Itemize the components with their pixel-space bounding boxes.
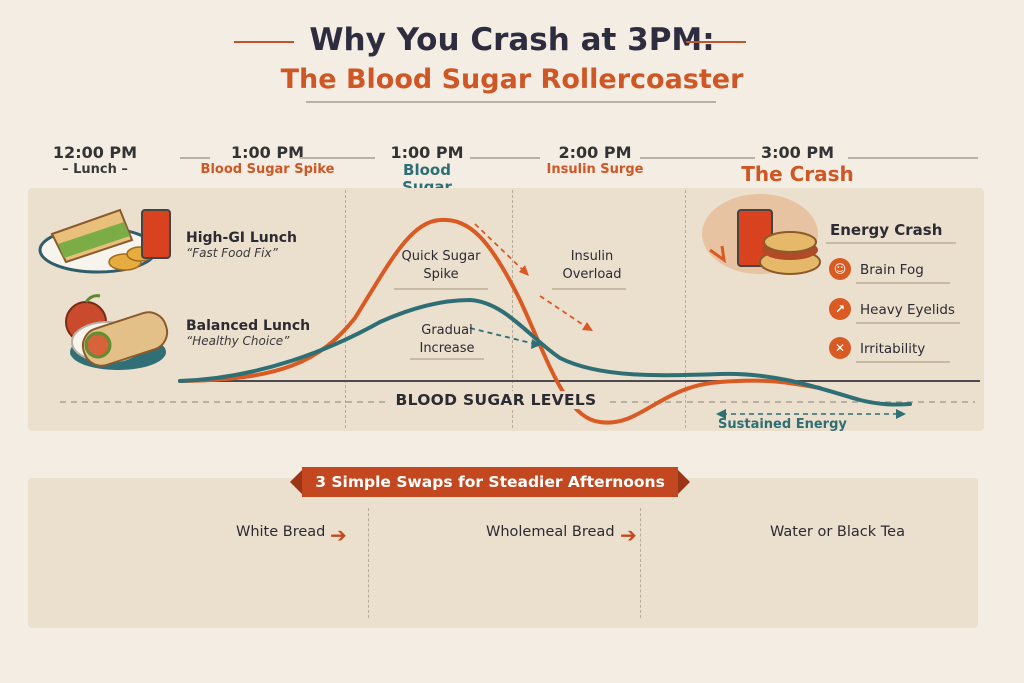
sustained-arrowhead-left	[716, 409, 726, 419]
timeline-rule	[640, 157, 755, 159]
balanced-lunch-label: Balanced Lunch “Healthy Choice”	[186, 318, 326, 348]
title-rule-right	[686, 41, 746, 43]
crash-item-brain-fog: Brain Fog	[860, 262, 924, 278]
subtitle-underline	[306, 101, 716, 103]
balanced-curve	[178, 297, 912, 407]
timeline-time: 1:00 PM	[230, 143, 304, 162]
page-title: Why You Crash at 3PM:	[309, 22, 715, 58]
insulin-overload-label: Insulin Overload	[562, 249, 622, 282]
swap-item-wholemeal-bread: Wholemeal Bread	[486, 524, 615, 540]
label-underline	[826, 242, 956, 244]
sustained-arrowhead-right	[896, 409, 906, 419]
divider	[512, 190, 513, 428]
high-gi-lunch-label: High-GI Lunch “Fast Food Fix”	[186, 230, 326, 260]
divider	[640, 508, 641, 618]
sustained-energy-label: Sustained Energy	[718, 417, 847, 432]
lunch-subtitle: “Healthy Choice”	[186, 334, 290, 348]
timeline-label-crash: The Crash	[741, 162, 854, 186]
quick-spike-label: Quick Sugar Spike	[401, 249, 481, 282]
brain-fog-icon: ☺	[829, 258, 851, 280]
energy-crash-title: Energy Crash	[830, 221, 943, 239]
label-underline	[856, 361, 950, 363]
timeline-rule	[300, 157, 375, 159]
timeline-label: Blood Sugar Spike	[200, 162, 335, 177]
banner-ribbon-right	[678, 470, 690, 494]
overload-arrowhead	[582, 322, 593, 331]
timeline-col-5: 3:00 PM The Crash	[725, 143, 870, 186]
swap-item-white-bread: White Bread	[236, 524, 326, 540]
label-underline	[856, 282, 950, 284]
timeline-rule	[848, 157, 978, 159]
lunch-title: Balanced Lunch	[186, 318, 311, 334]
overload-arrow	[539, 295, 589, 329]
gradual-arrowhead	[531, 339, 541, 349]
timeline-rule	[180, 157, 210, 159]
gradual-increase-label: Gradual Increase	[419, 323, 475, 356]
swap-arrow-icon: ➔	[330, 523, 347, 547]
divider	[345, 190, 346, 428]
swap-item-water-or-black-tea: Water or Black Tea	[770, 524, 905, 540]
spike-arrowhead	[519, 265, 529, 276]
lunch-subtitle: “Fast Food Fix”	[186, 246, 278, 260]
high-gi-curve	[178, 217, 822, 425]
wrap-filling-icon	[84, 331, 112, 359]
label-underline	[410, 358, 484, 360]
timeline-label: Insulin Surge	[546, 162, 644, 177]
blood-sugar-levels-label: BLOOD SUGAR LEVELS	[386, 391, 606, 409]
divider	[685, 190, 686, 428]
label-underline	[856, 322, 960, 324]
lunch-title: High-GI Lunch	[186, 230, 298, 246]
irritability-icon: ✕	[829, 337, 851, 359]
apple-leaf-icon	[84, 294, 101, 303]
crash-item-irritability: Irritability	[860, 341, 926, 357]
timeline-rule	[470, 157, 540, 159]
timeline-time: 12:00 PM	[52, 143, 138, 162]
timeline-col-1: 12:00 PM – Lunch –	[40, 143, 150, 177]
timeline-col-4: 2:00 PM Insulin Surge	[530, 143, 660, 177]
timeline-label: – Lunch –	[62, 162, 128, 177]
page-subtitle: The Blood Sugar Rollercoaster	[280, 64, 744, 95]
label-underline	[394, 288, 488, 290]
burger-bun-icon	[763, 231, 817, 253]
gradual-arrow	[469, 327, 536, 345]
timeline-time: 2:00 PM	[558, 143, 632, 162]
swaps-banner: 3 Simple Swaps for Steadier Afternoons	[302, 467, 678, 497]
swap-arrow-icon: ➔	[620, 523, 637, 547]
timeline-time: 3:00 PM	[760, 143, 834, 162]
divider	[368, 508, 369, 618]
timeline-time: 1:00 PM	[390, 143, 464, 162]
lettuce-icon	[58, 222, 130, 258]
spike-arrow	[474, 223, 526, 273]
timeline-col-2: 1:00 PM Blood Sugar Spike	[195, 143, 340, 177]
soda-glass-icon	[141, 209, 171, 259]
heavy-eyelids-icon: ↗	[829, 298, 851, 320]
banner-ribbon-left	[290, 470, 302, 494]
label-underline	[552, 288, 626, 290]
swaps-band	[28, 478, 978, 628]
crash-arrow-icon	[709, 245, 726, 264]
title-rule-left	[234, 41, 294, 43]
crash-item-heavy-eyelids: Heavy Eyelids	[860, 302, 955, 318]
